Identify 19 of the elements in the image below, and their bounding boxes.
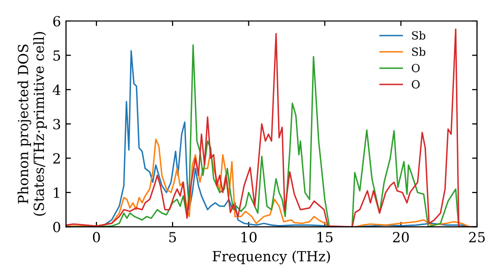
y-tick-label: 3 xyxy=(53,118,60,130)
legend-label: Sb xyxy=(412,31,426,40)
y-tick-label: 1 xyxy=(54,187,60,198)
x-tick-label: 20 xyxy=(392,232,409,242)
x-tick-label: 5 xyxy=(169,232,176,242)
x-tick-label: 10 xyxy=(242,232,257,242)
legend-label: O xyxy=(412,80,420,89)
x-tick-label: 25 xyxy=(469,232,485,242)
x-tick-label: 15 xyxy=(318,232,333,242)
y-axis-title: Phonon projected DOS (States/THz·primitive cell) xyxy=(18,32,47,216)
x-axis-title: Frequency (THz) xyxy=(212,250,330,264)
y-tick-label: 0 xyxy=(53,222,60,232)
y-tick-label: 5 xyxy=(53,50,60,61)
x-tick-label: 0 xyxy=(92,232,100,242)
legend-label: O xyxy=(412,64,420,72)
y-tick-label: 2 xyxy=(53,153,60,164)
legend-label: Sb xyxy=(412,47,426,56)
y-tick-label: 4 xyxy=(52,84,60,95)
y-tick-label: 6 xyxy=(53,16,60,26)
